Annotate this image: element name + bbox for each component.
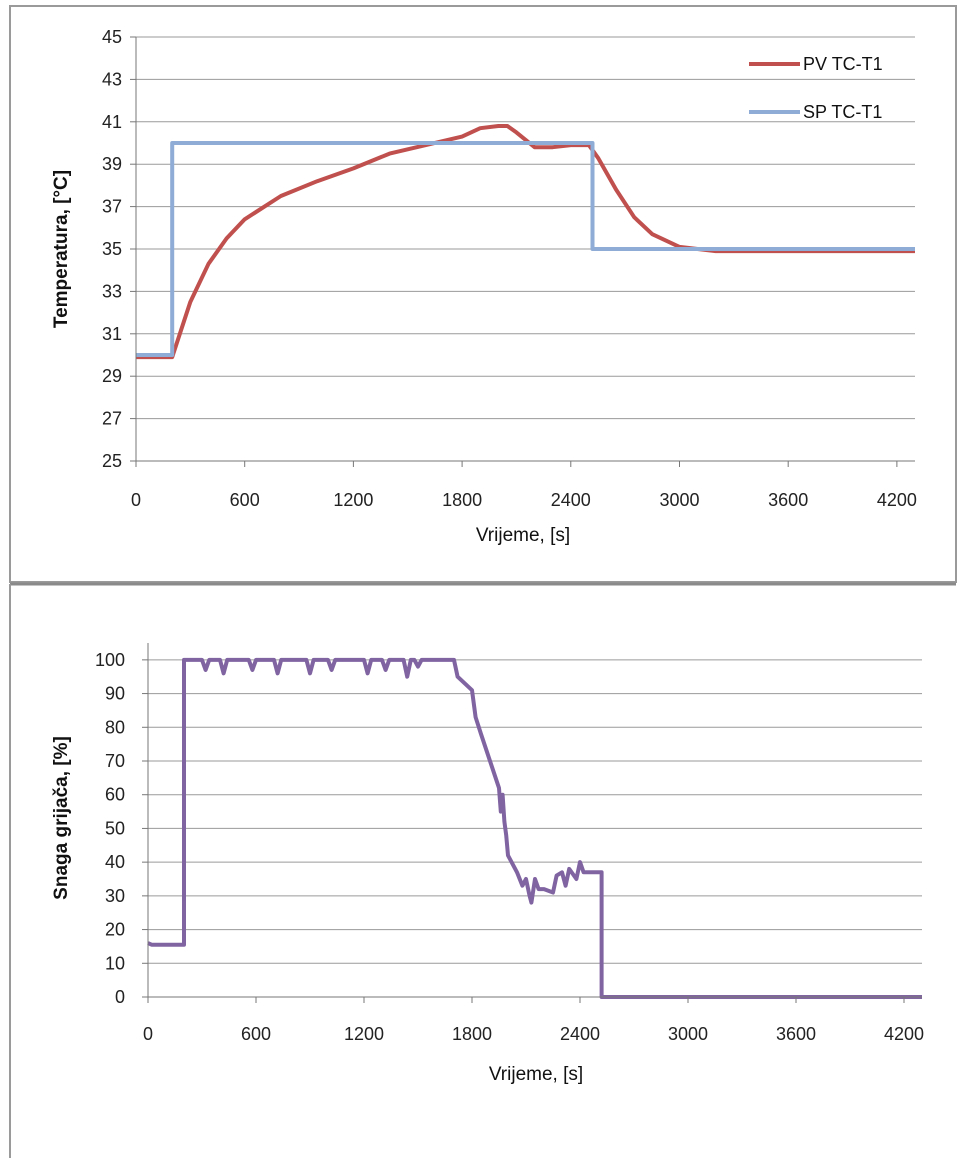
temperature-y-tick-label: 41 — [102, 112, 122, 132]
temperature-chart: 25 27 29 31 33 35 37 39 41 43 45 0 600 1200 1800 2400 3… — [51, 27, 917, 546]
heater-y-tick-label: 50 — [105, 818, 125, 838]
heater-y-tick-label: 40 — [105, 852, 125, 872]
temperature-y-tick-label: 35 — [102, 239, 122, 259]
legend: PV TC-T1 SP TC-T1 — [749, 54, 883, 122]
heater-x-tick-label: 4200 — [884, 1024, 924, 1044]
temperature-axes — [130, 36, 915, 467]
temperature-x-axis-title: Vrijeme, [s] — [476, 525, 570, 546]
heater-x-tick-label: 1800 — [452, 1024, 492, 1044]
heater-y-tick-label: 20 — [105, 920, 125, 940]
temperature-x-tick-label: 1200 — [333, 490, 373, 510]
temperature-series-line-0 — [136, 124, 915, 360]
temperature-x-tick-label: 2400 — [551, 490, 591, 510]
heater-x-tick-label: 600 — [241, 1024, 271, 1044]
heater-y-tick-label: 90 — [105, 684, 125, 704]
heater-y-tick-label: 60 — [105, 785, 125, 805]
temperature-y-tick-label: 29 — [102, 366, 122, 386]
temperature-y-tick-label: 37 — [102, 197, 122, 217]
heater-x-axis-title: Vrijeme, [s] — [489, 1064, 583, 1085]
temperature-x-tick-label: 3600 — [768, 490, 808, 510]
heater-x-tick-label: 3600 — [776, 1024, 816, 1044]
temperature-y-tick-label: 31 — [102, 324, 122, 344]
legend-label-pv: PV TC-T1 — [803, 54, 883, 74]
heater-y-tick-label: 100 — [95, 650, 125, 670]
heater-x-tick-label: 3000 — [668, 1024, 708, 1044]
heater-x-tick-labels: 0 600 1200 1800 2400 3000 3600 4200 — [143, 1024, 924, 1044]
top-chart-frame — [9, 5, 957, 583]
heater-gridlines — [148, 659, 922, 998]
temperature-y-tick-label: 25 — [102, 451, 122, 471]
heater-y-tick-label: 0 — [115, 987, 125, 1007]
temperature-series-line-1 — [136, 141, 915, 357]
temperature-y-tick-label: 45 — [102, 27, 122, 47]
heater-x-tick-label: 2400 — [560, 1024, 600, 1044]
heater-power-chart: 0 10 20 30 40 50 60 70 80 90 100 0 600 1200 1800 2400 3… — [51, 643, 924, 1085]
heater-axes — [142, 643, 922, 1003]
legend-label-sp: SP TC-T1 — [803, 102, 882, 122]
temperature-y-axis-title: Temperatura, [°C] — [51, 170, 72, 328]
temperature-x-tick-labels: 0 600 1200 1800 2400 3000 3600 4200 — [131, 490, 917, 510]
temperature-x-tick-label: 4200 — [877, 490, 917, 510]
temperature-y-tick-label: 39 — [102, 154, 122, 174]
temperature-x-tick-label: 0 — [131, 490, 141, 510]
temperature-x-tick-label: 3000 — [659, 490, 699, 510]
temperature-y-tick-labels: 25 27 29 31 33 35 37 39 41 43 45 — [102, 27, 122, 471]
heater-y-tick-label: 80 — [105, 717, 125, 737]
temperature-x-tick-label: 600 — [230, 490, 260, 510]
heater-series-line-0 — [147, 657, 922, 999]
temperature-y-tick-label: 33 — [102, 281, 122, 301]
heater-series — [147, 657, 922, 999]
heater-y-tick-label: 70 — [105, 751, 125, 771]
temperature-x-tick-label: 1800 — [442, 490, 482, 510]
heater-x-tick-label: 1200 — [344, 1024, 384, 1044]
heater-y-tick-labels: 0 10 20 30 40 50 60 70 80 90 100 — [95, 650, 125, 1007]
heater-y-tick-label: 30 — [105, 886, 125, 906]
temperature-y-tick-label: 27 — [102, 409, 122, 429]
temperature-series — [136, 124, 915, 360]
heater-y-tick-label: 10 — [105, 953, 125, 973]
heater-y-axis-title: Snaga grijača, [%] — [51, 736, 72, 900]
heater-x-tick-label: 0 — [143, 1024, 153, 1044]
temperature-y-tick-label: 43 — [102, 69, 122, 89]
